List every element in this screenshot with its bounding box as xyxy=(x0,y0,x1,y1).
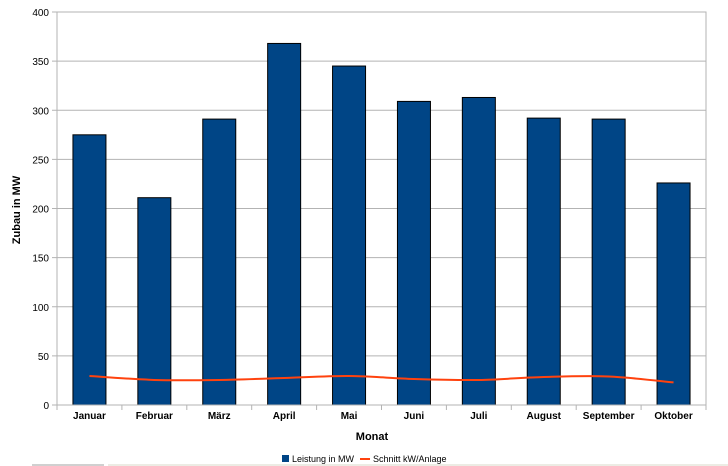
bar xyxy=(202,118,237,406)
x-axis-title: Monat xyxy=(356,431,389,443)
bar xyxy=(267,42,302,406)
y-tick-label: 150 xyxy=(32,254,49,265)
x-tick-labels: Januar Februar März April Mai Juni Juli August S… xyxy=(73,411,693,422)
axes xyxy=(56,11,707,406)
y-tick-label: 350 xyxy=(32,57,49,68)
y-axis-title: Zubau in MW xyxy=(11,175,23,244)
bar xyxy=(72,134,107,406)
y-tick-label: 300 xyxy=(32,106,49,117)
line-series xyxy=(89,375,674,384)
y-tick-label: 0 xyxy=(43,401,49,412)
x-tick-label: Januar xyxy=(73,411,106,422)
x-tick-label: Juli xyxy=(470,411,487,422)
x-tick-label: Juni xyxy=(404,411,425,422)
x-tick-label: August xyxy=(527,411,562,422)
x-tick-label: Februar xyxy=(136,411,173,422)
bar-series xyxy=(72,42,691,406)
bar xyxy=(396,100,431,406)
legend: Leistung in MW Schnitt kW/Anlage xyxy=(282,454,447,464)
bar xyxy=(656,182,691,406)
y-tick-label: 100 xyxy=(32,303,49,314)
bar xyxy=(332,65,367,406)
bar xyxy=(461,96,496,406)
bar xyxy=(591,118,626,406)
legend-label-line: Schnitt kW/Anlage xyxy=(373,454,447,464)
y-tick-labels: 0 50 100 150 200 250 300 350 400 xyxy=(32,8,49,412)
bar xyxy=(137,197,172,406)
y-tick-label: 400 xyxy=(32,8,49,19)
bar xyxy=(526,117,561,406)
x-tick-label: März xyxy=(208,411,231,422)
x-tick-label: Oktober xyxy=(654,411,692,422)
x-tick-label: September xyxy=(583,411,635,422)
y-tick-label: 250 xyxy=(32,155,49,166)
y-tick-label: 200 xyxy=(32,205,49,216)
x-tick-label: April xyxy=(273,411,296,422)
legend-swatch-bar xyxy=(282,455,289,462)
line-path xyxy=(89,375,674,384)
plot-area-border xyxy=(56,11,707,406)
y-tick-label: 50 xyxy=(38,352,50,363)
legend-label-bar: Leistung in MW xyxy=(292,454,355,464)
x-tick-label: Mai xyxy=(341,411,358,422)
